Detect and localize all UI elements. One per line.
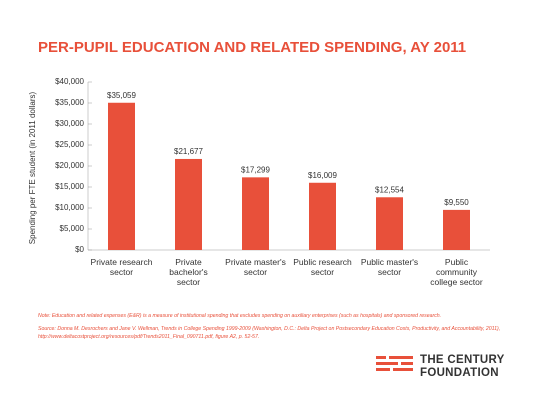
y-tick-label: $40,000 bbox=[55, 77, 84, 86]
y-tick-label: $15,000 bbox=[55, 182, 84, 191]
bar bbox=[309, 182, 336, 250]
value-label: $12,554 bbox=[375, 185, 404, 194]
bar bbox=[108, 102, 135, 250]
logo-text: FOUNDATION bbox=[420, 367, 499, 379]
value-label: $21,677 bbox=[174, 147, 203, 156]
y-tick-label: $5,000 bbox=[60, 224, 85, 233]
x-tick-label: Private research sector bbox=[90, 257, 153, 277]
bar bbox=[376, 197, 403, 250]
x-tick-label: Private bachelor's sector bbox=[169, 257, 208, 287]
bar bbox=[175, 158, 202, 250]
value-label: $17,299 bbox=[241, 165, 270, 174]
y-tick-label: $10,000 bbox=[55, 203, 84, 212]
y-tick-label: $30,000 bbox=[55, 119, 84, 128]
bar bbox=[242, 177, 269, 250]
source: Source: Donna M. Desrochers and Jane V. … bbox=[38, 326, 501, 340]
value-label: $35,059 bbox=[107, 91, 136, 100]
y-tick-label: $25,000 bbox=[55, 140, 84, 149]
logo-text: THE CENTURY bbox=[420, 354, 505, 366]
y-tick-label: $35,000 bbox=[55, 98, 84, 107]
y-tick-label: $0 bbox=[75, 245, 84, 254]
chart-title: PER-PUPIL EDUCATION AND RELATED SPENDING… bbox=[38, 39, 466, 56]
value-label: $16,009 bbox=[308, 171, 337, 180]
x-tick-label: Public community college sector bbox=[430, 257, 483, 287]
x-tick-label: Public master's sector bbox=[360, 257, 419, 277]
y-tick-label: $20,000 bbox=[55, 161, 84, 170]
x-tick-label: Public research sector bbox=[293, 257, 352, 277]
y-axis-title: Spending per FTE student (in 2011 dollar… bbox=[28, 91, 37, 244]
value-label: $9,550 bbox=[444, 198, 469, 207]
logo-icon bbox=[376, 356, 413, 371]
note: Note: Education and related expenses (E&… bbox=[38, 313, 442, 319]
bar bbox=[443, 209, 470, 250]
x-tick-label: Private master's sector bbox=[225, 257, 286, 277]
